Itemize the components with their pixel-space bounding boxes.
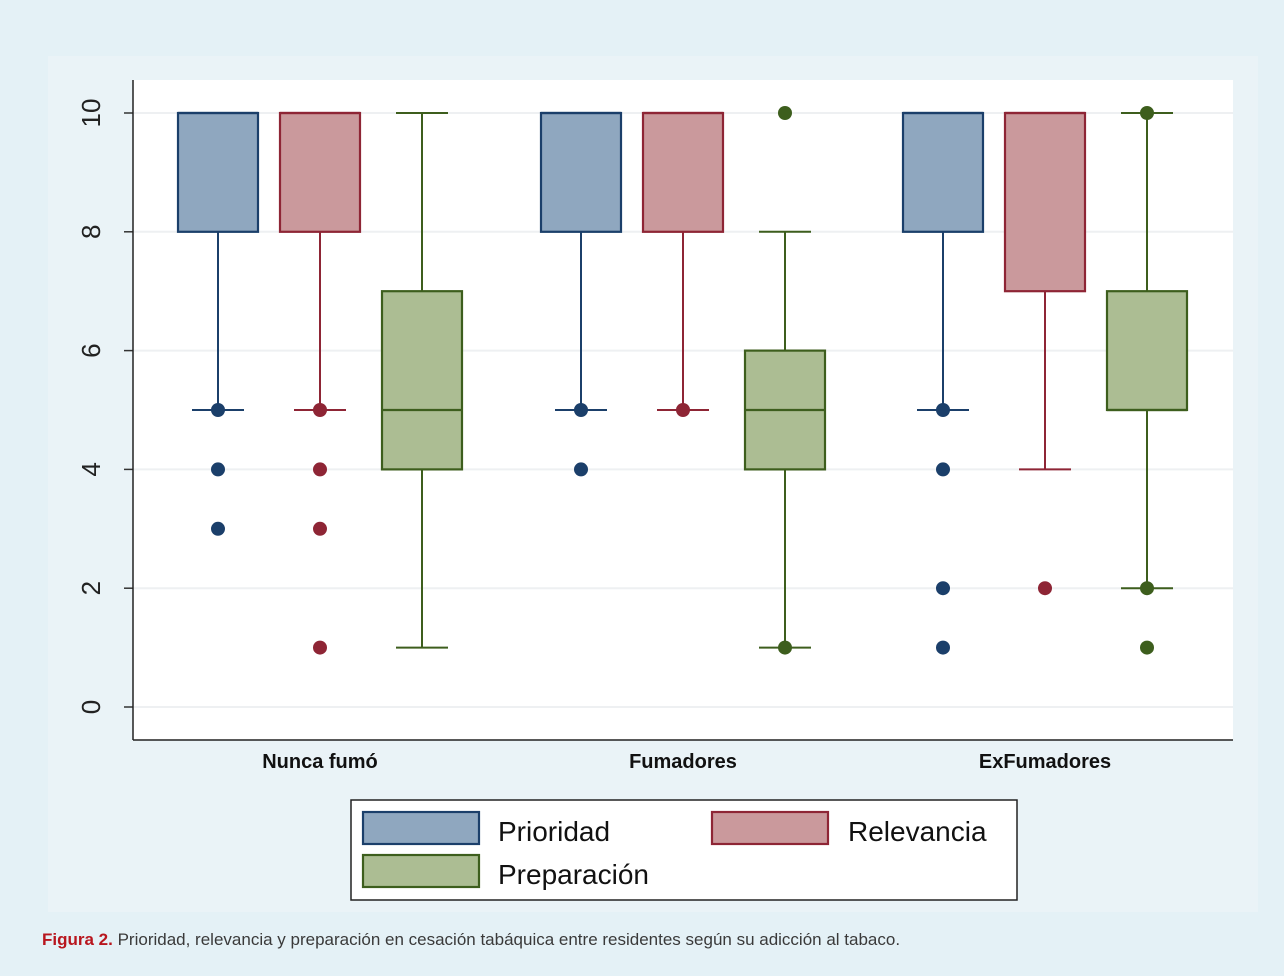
- y-tick-label: 0: [76, 700, 106, 714]
- outlier-point: [1140, 106, 1154, 120]
- outlier-point: [574, 462, 588, 477]
- outlier-point: [313, 521, 327, 536]
- box: [176, 111, 260, 233]
- y-tick-label: 4: [76, 462, 106, 476]
- outlier-point: [1038, 581, 1052, 596]
- outlier-point: [936, 403, 950, 417]
- outlier-point: [211, 403, 225, 417]
- box: [641, 111, 725, 233]
- box: [1105, 290, 1189, 412]
- outlier-point: [936, 581, 950, 596]
- box: [278, 111, 362, 233]
- figure-caption: Figura 2. Prioridad, relevancia y prepar…: [42, 930, 1242, 950]
- outlier-point: [313, 640, 327, 655]
- caption-label: Figura 2.: [42, 930, 113, 949]
- outlier-point: [211, 462, 225, 477]
- outlier-point: [936, 640, 950, 655]
- category-label: Fumadores: [629, 751, 737, 773]
- y-tick-label: 6: [76, 343, 106, 357]
- legend-label: Prioridad: [498, 816, 610, 847]
- box: [901, 111, 985, 233]
- outlier-point: [676, 403, 690, 417]
- box: [1003, 111, 1087, 293]
- outlier-point: [574, 403, 588, 417]
- category-label: Nunca fumó: [262, 751, 378, 773]
- box: [539, 111, 623, 233]
- box: [380, 290, 464, 471]
- outlier-point: [1140, 640, 1154, 655]
- legend-label: Relevancia: [848, 816, 987, 847]
- category-label: ExFumadores: [979, 751, 1111, 773]
- y-tick-label: 2: [76, 581, 106, 595]
- legend-swatch: [361, 810, 481, 846]
- outlier-point: [778, 640, 792, 655]
- legend-swatch: [361, 853, 481, 889]
- caption-text: Prioridad, relevancia y preparación en c…: [112, 930, 901, 949]
- outlier-point: [313, 403, 327, 417]
- y-tick-label: 8: [76, 225, 106, 239]
- outlier-point: [936, 462, 950, 477]
- outlier-point: [1140, 581, 1154, 596]
- outlier-point: [313, 462, 327, 477]
- outlier-point: [778, 106, 792, 120]
- legend-label: Preparación: [498, 859, 649, 890]
- y-tick-label: 10: [76, 99, 106, 128]
- legend-swatch: [710, 810, 830, 846]
- outlier-point: [211, 521, 225, 536]
